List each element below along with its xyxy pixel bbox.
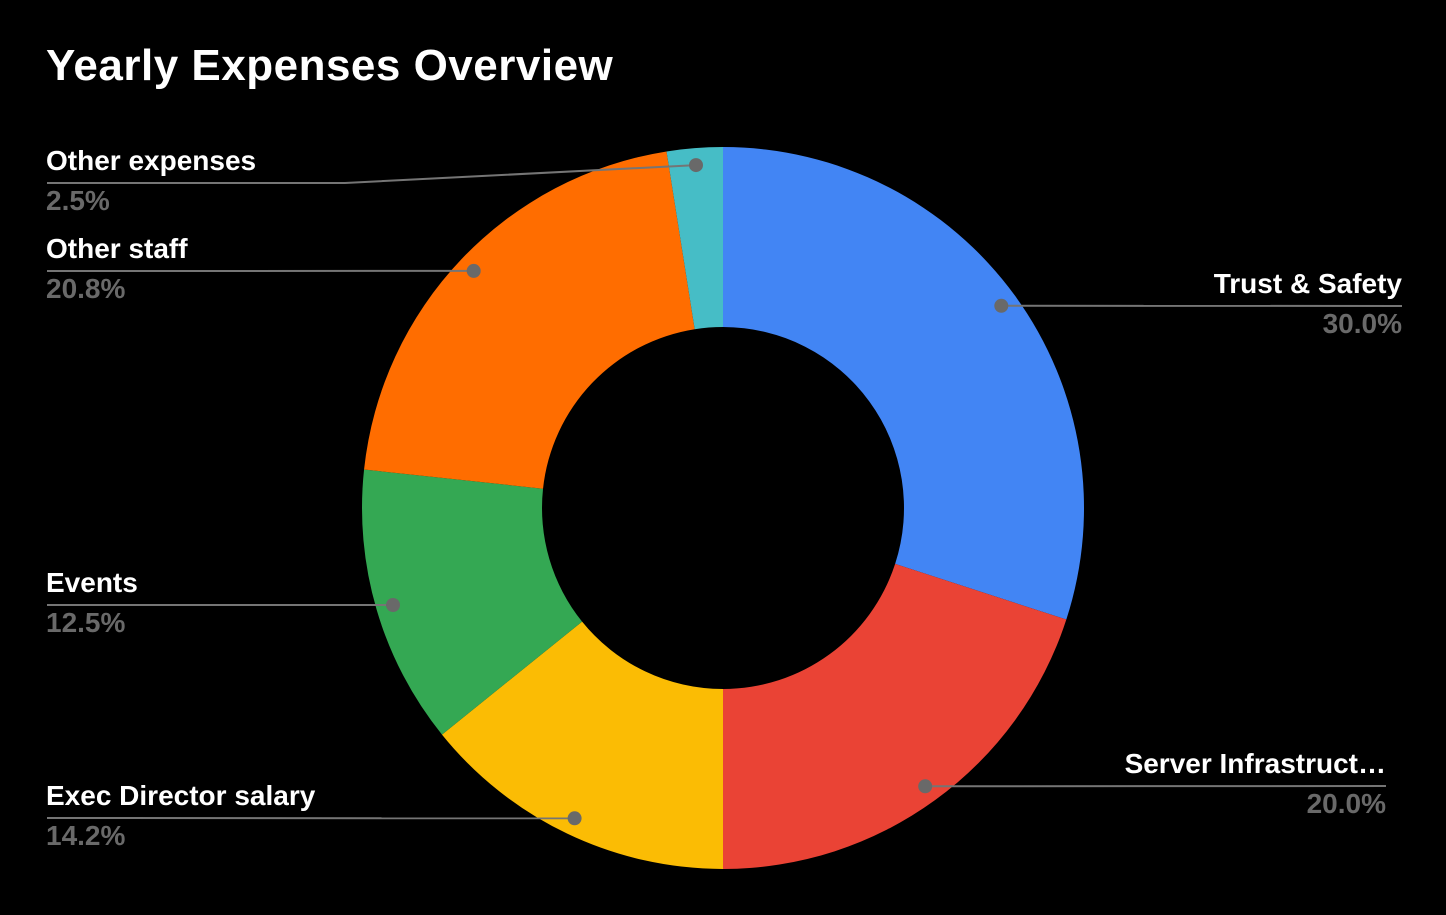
slice-pct-exec-director-salary: 14.2%	[46, 820, 126, 851]
leader-dot-other-expenses	[689, 158, 703, 173]
slice-pct-other-expenses: 2.5%	[46, 185, 110, 216]
chart-title: Yearly Expenses Overview	[46, 41, 614, 90]
slice-pct-trust-safety: 30.0%	[1322, 308, 1402, 339]
leader-line-other-expenses	[47, 164, 697, 184]
slice-label-events: Events	[46, 567, 138, 598]
slice-pct-other-staff: 20.8%	[46, 273, 126, 304]
leader-dot-events	[386, 598, 400, 612]
pie-slice-events[interactable]	[362, 469, 583, 735]
slice-pct-events: 12.5%	[46, 607, 126, 638]
slice-label-server-infrastruct: Server Infrastruct…	[1124, 748, 1386, 779]
pie-slice-other-expenses[interactable]	[666, 146, 723, 330]
slice-label-other-staff: Other staff	[46, 233, 188, 264]
slice-label-exec-director-salary: Exec Director salary	[46, 780, 316, 811]
pie-slice-exec-director-salary[interactable]	[441, 621, 723, 869]
leader-dot-server-infrastruct	[918, 779, 933, 794]
leader-dot-trust-safety	[994, 298, 1009, 313]
leader-dot-other-staff	[466, 263, 481, 278]
leader-dot-exec-director-salary	[567, 811, 582, 826]
slice-pct-server-infrastruct: 20.0%	[1306, 788, 1386, 819]
slice-label-other-expenses: Other expenses	[46, 145, 257, 176]
pie-slice-server-infrastruct[interactable]	[723, 563, 1067, 869]
slice-label-trust-safety: Trust & Safety	[1213, 268, 1402, 299]
pie-slice-other-staff[interactable]	[364, 151, 695, 489]
pie-slice-trust-safety[interactable]	[723, 147, 1085, 620]
